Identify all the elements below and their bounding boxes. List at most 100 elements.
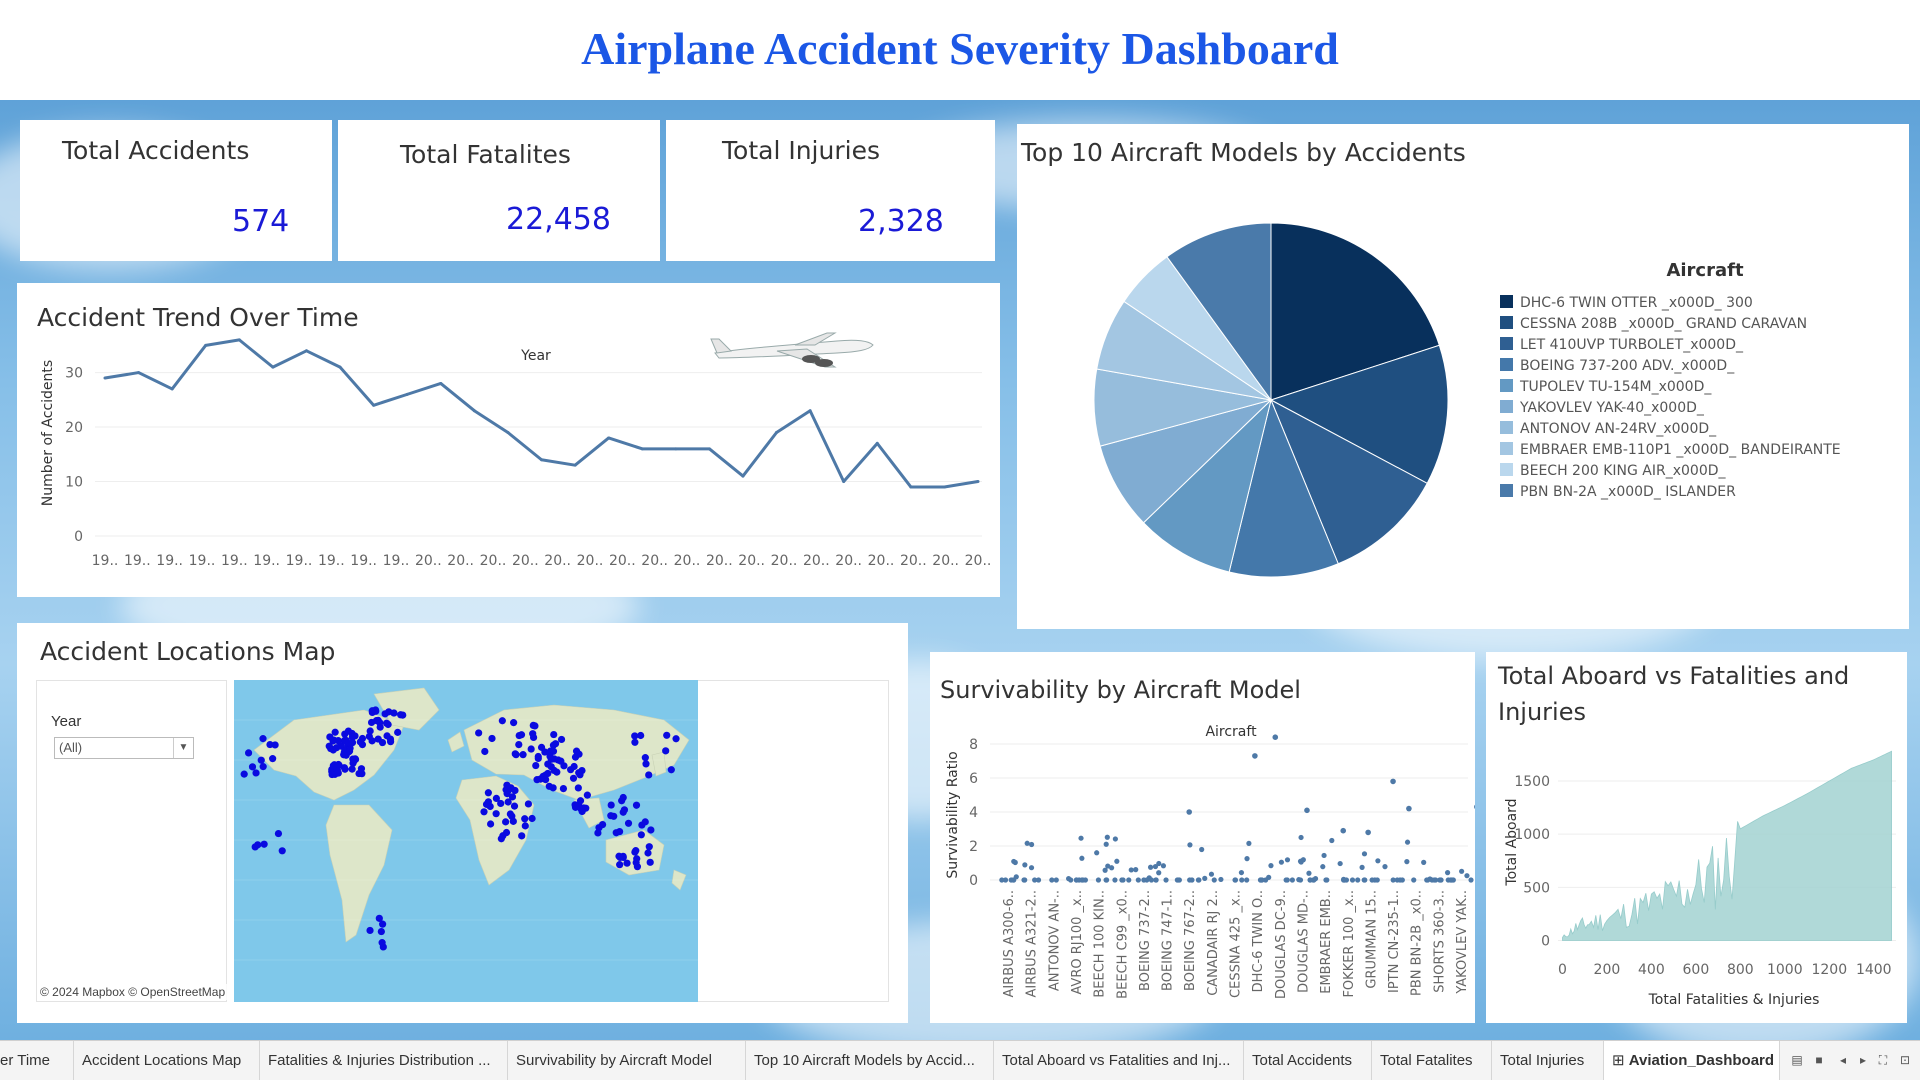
scatter-point <box>1361 851 1368 857</box>
y-tick-label: 2 <box>969 839 978 855</box>
accident-point <box>368 708 376 716</box>
x-tick-label: 20.. <box>868 553 895 569</box>
x-tick-label: 20.. <box>544 553 571 569</box>
trend-point <box>640 447 644 451</box>
world-map[interactable] <box>234 680 698 1002</box>
map-blank-area <box>698 680 889 1002</box>
tab-aviation-dashboard[interactable]: ⊞ Aviation_Dashboard <box>1604 1041 1780 1080</box>
accident-point <box>257 756 265 764</box>
year-filter-value: (All) <box>59 740 83 755</box>
legend-label: YAKOVLEV YAK-40_x000D_ <box>1519 400 1705 416</box>
trend-chart[interactable]: 0 10 20 30 Year Number of Accidents 19.. 19.. 19… <box>17 283 1000 597</box>
grid-view-icon[interactable]: ▤ <box>1791 1053 1803 1067</box>
pie-slice <box>1270 398 1428 565</box>
survivability-chart[interactable]: 0 2 4 6 8 Aircraft Survivability Ratio AIRBUS A… <box>930 652 1475 1023</box>
x-tick-label: GRUMMAN 15.. <box>1364 890 1379 989</box>
scatter-point <box>1307 877 1313 883</box>
tab-top10-models[interactable]: Top 10 Aircraft Models by Accid... <box>746 1041 994 1080</box>
accident-point <box>480 808 488 816</box>
tab-total-accidents[interactable]: Total Accidents <box>1244 1041 1372 1080</box>
scatter-point <box>1049 877 1055 883</box>
accident-point <box>278 847 286 855</box>
accident-point <box>598 820 607 829</box>
map-card[interactable]: Accident Locations Map Year (All) ▼ © 20… <box>17 623 908 1023</box>
accident-point <box>366 926 374 935</box>
scatter-point <box>1135 877 1141 883</box>
scatter-point <box>1449 877 1455 883</box>
trend-point <box>372 403 376 407</box>
survivability-title: Survivability by Aircraft Model <box>940 676 1301 704</box>
chevron-down-icon: ▼ <box>173 738 193 758</box>
aboard-card[interactable]: Total Aboard vs Fatalities and Injuries … <box>1486 652 1907 1023</box>
accident-point <box>378 738 387 747</box>
scatter-point <box>1035 877 1042 883</box>
legend-swatch <box>1500 316 1513 329</box>
accident-point <box>515 740 523 749</box>
scatter-point <box>1312 876 1319 882</box>
scatter-point <box>1246 840 1252 846</box>
y-tick-label: 0 <box>74 529 83 545</box>
accident-point <box>271 741 279 749</box>
fit-icon[interactable]: ⛶ <box>1878 1053 1888 1067</box>
accident-point <box>524 800 533 808</box>
tab-total-injuries[interactable]: Total Injuries <box>1492 1041 1604 1080</box>
next-tab-icon[interactable]: ▸ <box>1859 1053 1867 1067</box>
tab-survivability[interactable]: Survivability by Aircraft Model <box>508 1041 746 1080</box>
accident-point <box>266 740 274 749</box>
scatter-point <box>1218 876 1224 883</box>
year-filter-dropdown[interactable]: (All) ▼ <box>54 737 194 759</box>
x-tick-label: BOEING 747-1.. <box>1161 890 1176 991</box>
tab-total-aboard[interactable]: Total Aboard vs Fatalities and Inj... <box>994 1041 1244 1080</box>
filmstrip-icon[interactable]: ■ <box>1815 1053 1823 1067</box>
x-tick-label: 20.. <box>480 553 507 569</box>
pie-chart[interactable]: Aircraft DHC-6 TWIN OTTER _x000D_ 300 CESS… <box>1017 124 1909 629</box>
scatter-point <box>1340 827 1347 834</box>
landmass <box>325 804 393 943</box>
scatter-point <box>1195 877 1202 883</box>
dashboard-grid-icon: ⊞ <box>1612 1052 1629 1069</box>
scatter-point <box>1289 877 1295 883</box>
accident-point <box>616 861 624 869</box>
scatter-point <box>1028 865 1035 871</box>
kpi-card-fatalities[interactable]: Total Fatalites 22,458 <box>338 120 660 261</box>
legend-label: LET 410UVP TURBOLET_x000D_ <box>1520 337 1744 353</box>
trend-card[interactable]: Accident Trend Over Time 0 10 20 30 Year Numb… <box>17 283 1000 597</box>
scatter-point <box>1359 864 1365 870</box>
trend-point <box>540 458 543 462</box>
present-icon[interactable]: ⊡ <box>1899 1053 1911 1067</box>
tab-accident-locations-map[interactable]: Accident Locations Map <box>74 1041 260 1080</box>
accident-point <box>484 798 493 806</box>
accident-point <box>521 815 529 823</box>
scatter-point <box>1053 877 1059 883</box>
tab-fatalities-injuries-distribution[interactable]: Fatalities & Injuries Distribution ... <box>260 1041 508 1080</box>
kpi-value: 2,328 <box>858 204 944 239</box>
accident-point <box>331 728 339 736</box>
kpi-card-injuries[interactable]: Total Injuries 2,328 <box>666 120 995 261</box>
accident-point <box>544 769 552 778</box>
accident-point <box>624 819 633 827</box>
y-tick-label: 0 <box>969 873 978 889</box>
accident-point <box>397 711 405 719</box>
x-tick-label: 20.. <box>738 553 765 569</box>
scatter-point <box>1365 829 1371 836</box>
accident-point <box>345 747 354 755</box>
scatter-point <box>1406 805 1412 812</box>
accident-point <box>328 770 336 779</box>
accident-point <box>546 752 554 760</box>
survivability-card[interactable]: Survivability by Aircraft Model 0 2 4 6 8 Air… <box>930 652 1475 1023</box>
scatter-point <box>1141 877 1147 883</box>
landmass <box>447 731 465 753</box>
kpi-card-accidents[interactable]: Total Accidents 574 <box>20 120 332 261</box>
scatter-point <box>1431 877 1437 883</box>
tab-trend-over-time[interactable]: er Time <box>0 1041 74 1080</box>
prev-tab-icon[interactable]: ◂ <box>1839 1053 1847 1067</box>
trend-point <box>674 447 678 451</box>
accident-point <box>607 801 615 809</box>
tab-total-fatalites[interactable]: Total Fatalites <box>1372 1041 1492 1080</box>
pie-card[interactable]: Top 10 Aircraft Models by Accidents Airc… <box>1017 124 1909 629</box>
trend-point <box>304 349 308 353</box>
map-credit: © 2024 Mapbox © OpenStreetMap <box>37 984 229 1000</box>
accident-point <box>618 797 626 805</box>
scatter-point <box>1361 877 1367 883</box>
